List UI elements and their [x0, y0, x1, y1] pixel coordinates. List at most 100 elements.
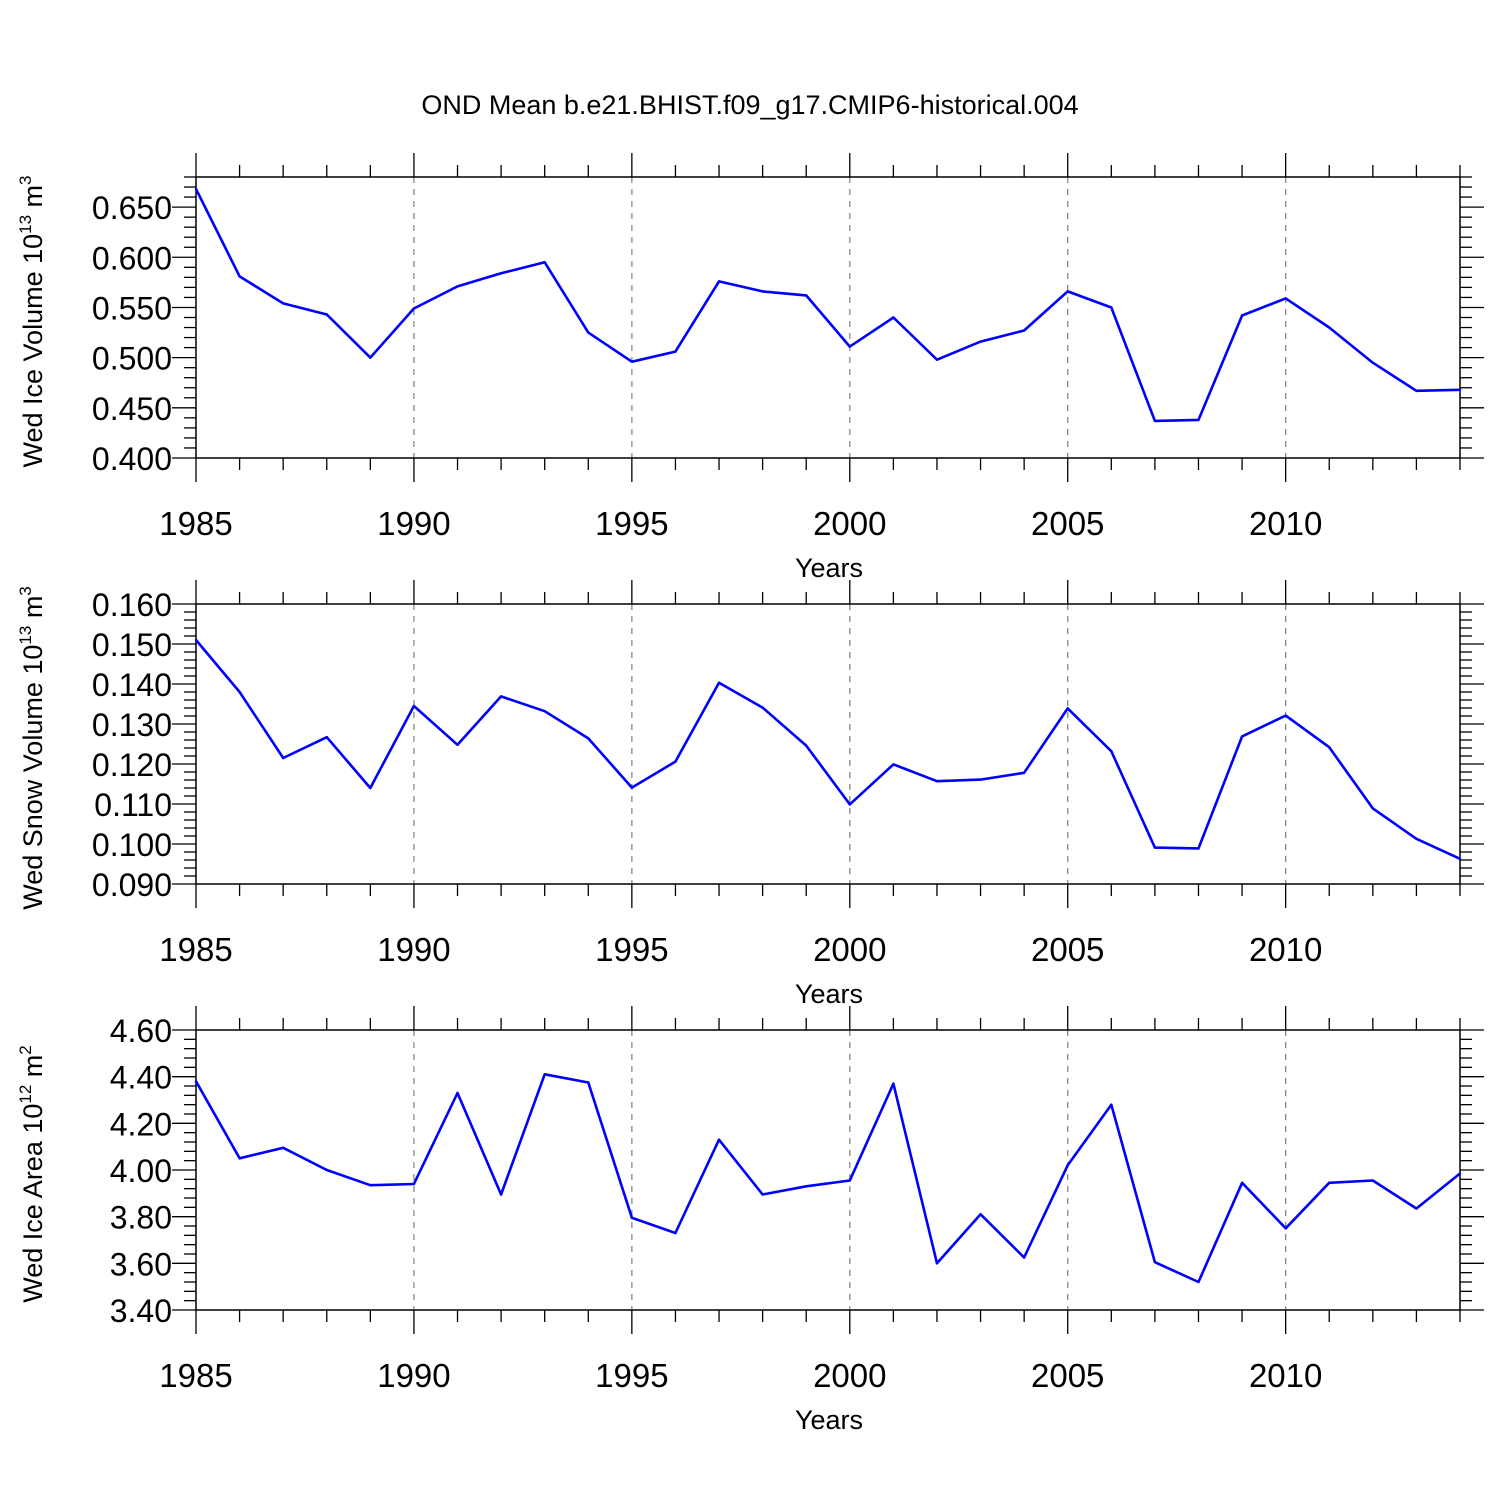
data-point — [325, 736, 328, 739]
data-point — [1197, 418, 1200, 422]
y-tick-label: 4.20 — [110, 1106, 172, 1142]
data-point — [805, 744, 808, 747]
data-point — [456, 285, 459, 288]
data-point — [892, 316, 895, 319]
x-tick-label: 1985 — [159, 505, 232, 542]
data-point — [587, 1081, 590, 1084]
data-point — [1066, 290, 1069, 293]
data-point — [1415, 837, 1418, 840]
data-point — [194, 638, 198, 642]
x-tick-label: 1990 — [377, 1357, 450, 1394]
data-point — [1415, 1207, 1418, 1210]
data-point — [1110, 1103, 1113, 1106]
data-point — [1153, 1260, 1157, 1264]
data-point — [543, 261, 546, 264]
figure-title: OND Mean b.e21.BHIST.f09_g17.CMIP6-histo… — [421, 90, 1078, 120]
x-tick-label: 1990 — [377, 931, 450, 968]
data-point — [499, 695, 503, 698]
panel-snow-volume: 0.090 0.100 0.110 0.120 0.130 0.140 0.150 0.160… — [16, 580, 1484, 1009]
data-point — [369, 786, 372, 790]
data-point — [1328, 746, 1331, 749]
y-tick-label: 0.100 — [92, 827, 172, 863]
y-tick-label: 0.110 — [94, 787, 172, 823]
data-point — [935, 1262, 939, 1265]
y-tick-label: 0.140 — [92, 667, 172, 703]
data-point — [630, 360, 634, 363]
data-point — [1197, 1280, 1200, 1284]
data-point — [1066, 1164, 1069, 1167]
data-point — [1240, 1181, 1244, 1185]
x-tick-label: 2000 — [813, 1357, 886, 1394]
data-point — [1328, 326, 1331, 329]
x-axis-label: Years — [795, 1405, 863, 1435]
y-axis-label: Wed Ice Volume 1013 m3 — [16, 175, 48, 467]
data-point — [848, 1179, 851, 1182]
x-tick-label: 1995 — [595, 931, 668, 968]
data-point — [1371, 1179, 1375, 1182]
y-tick-label: 0.150 — [92, 627, 172, 663]
data-point — [1110, 306, 1113, 309]
data-point — [1284, 714, 1287, 717]
data-point — [1153, 419, 1157, 423]
y-tick-label: 0.090 — [92, 867, 172, 903]
data-point — [1022, 771, 1026, 774]
x-tick-label: 2005 — [1031, 931, 1104, 968]
data-point — [1110, 750, 1113, 753]
y-tick-label: 4.40 — [110, 1060, 172, 1096]
y-tick-label: 3.40 — [110, 1293, 172, 1329]
data-point — [412, 704, 416, 708]
data-point — [1197, 847, 1200, 850]
y-tick-label: 0.600 — [92, 240, 172, 276]
data-point — [674, 760, 677, 763]
data-point — [412, 1182, 416, 1186]
data-point — [1284, 297, 1287, 300]
data-point — [761, 290, 764, 293]
data-point — [979, 1213, 982, 1216]
data-point — [805, 1185, 808, 1188]
y-axis-label: Wed Ice Area 1012 m2 — [16, 1045, 48, 1303]
data-point — [674, 350, 677, 353]
y-tick-label: 0.160 — [92, 587, 172, 623]
data-point — [1284, 1227, 1287, 1230]
data-point — [499, 272, 503, 275]
data-point — [1415, 389, 1418, 392]
data-point — [325, 1168, 328, 1172]
data-point — [717, 681, 721, 684]
y-tick-label: 0.550 — [92, 290, 172, 326]
series-line — [195, 639, 1461, 860]
data-point — [456, 743, 459, 746]
data-point — [1458, 857, 1462, 860]
y-tick-label: 0.400 — [92, 441, 172, 477]
data-point — [281, 1146, 285, 1150]
data-point — [587, 737, 590, 740]
series-line — [194, 188, 1461, 423]
y-axis-label: Wed Snow Volume 1013 m3 — [16, 586, 48, 910]
data-point — [325, 313, 328, 316]
data-point — [543, 710, 546, 713]
x-tick-label: 1985 — [159, 1357, 232, 1394]
x-tick-label: 2005 — [1031, 1357, 1104, 1394]
data-point — [630, 1216, 634, 1220]
x-tick-label: 2010 — [1249, 505, 1322, 542]
x-tick-label: 1995 — [595, 1357, 668, 1394]
y-tick-label: 4.00 — [110, 1153, 172, 1189]
data-point — [848, 803, 851, 806]
data-point — [1371, 361, 1375, 364]
data-point — [1153, 846, 1157, 849]
plot-frame — [195, 1029, 1461, 1311]
data-point — [412, 307, 416, 310]
data-point — [935, 780, 939, 783]
data-point — [805, 294, 808, 297]
y-tick-label: 3.80 — [110, 1200, 172, 1236]
plot-frame — [195, 603, 1461, 885]
data-point — [848, 345, 851, 348]
data-point — [979, 778, 982, 781]
data-point — [674, 1231, 677, 1235]
x-axis-label: Years — [795, 553, 863, 583]
data-point — [1022, 1256, 1026, 1259]
data-point — [543, 1073, 546, 1076]
panel-ice-area: 3.40 3.60 3.80 4.00 4.20 4.40 4.60 1985 1990 1995… — [16, 1006, 1484, 1435]
series-line — [194, 1073, 1461, 1284]
data-point — [1066, 707, 1069, 710]
data-point — [761, 706, 764, 709]
